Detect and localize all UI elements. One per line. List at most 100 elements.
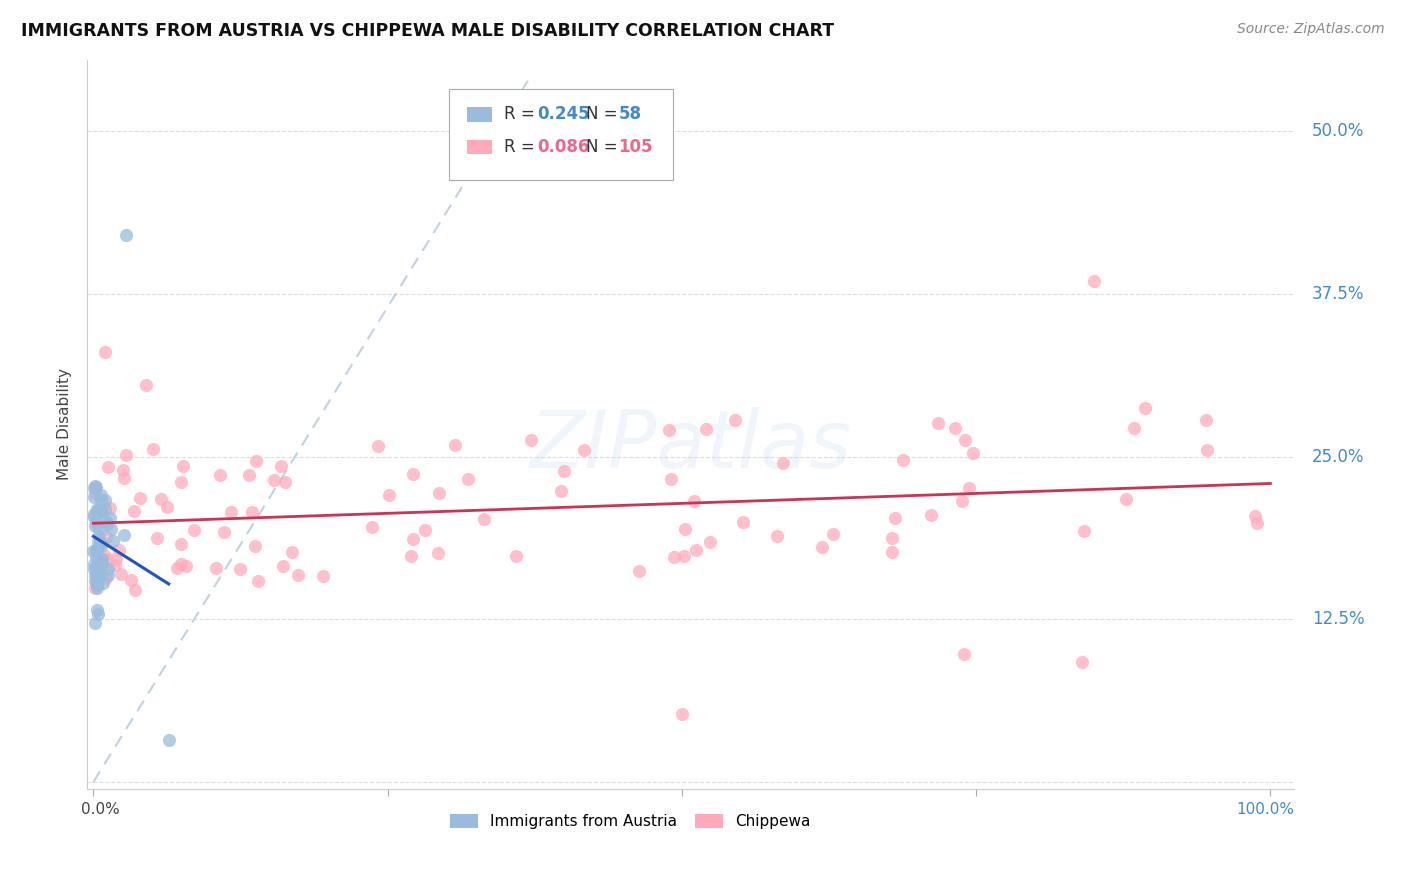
Text: R =: R = [503,105,540,123]
Point [86,502,108,516]
Point [823,527,845,541]
Point [172,458,194,473]
Point [553,464,575,478]
Text: Source: ZipAtlas.com: Source: ZipAtlas.com [1237,22,1385,37]
Point [94,571,117,585]
Point [229,562,252,576]
Point [183,523,205,537]
Point [94,514,117,528]
Point [657,423,679,437]
Point [97,567,120,582]
Point [115,228,138,243]
Point [90,493,112,508]
Point [84,480,107,494]
Bar [467,140,492,154]
Point [83,581,105,595]
Point [572,443,595,458]
Point [263,473,285,487]
Point [662,549,685,564]
Y-axis label: Male Disability: Male Disability [58,368,72,480]
Point [1073,524,1095,538]
Text: N =: N = [586,138,623,156]
Text: IMMIGRANTS FROM AUSTRIA VS CHIPPEWA MALE DISABILITY CORRELATION CHART: IMMIGRANTS FROM AUSTRIA VS CHIPPEWA MALE… [21,22,834,40]
Point [94,345,117,359]
Bar [467,107,492,121]
Point [472,512,495,526]
Point [1135,401,1157,415]
Text: 25.0%: 25.0% [1312,448,1364,466]
Point [311,569,333,583]
Point [427,486,450,500]
Point [246,574,269,588]
Point [1083,274,1105,288]
Point [287,567,309,582]
Point [943,421,966,435]
Point [270,459,292,474]
Point [82,544,104,558]
Point [87,534,110,549]
Point [920,508,942,523]
Point [733,515,755,529]
Point [103,534,125,549]
Point [378,488,401,502]
Point [100,501,122,516]
FancyBboxPatch shape [450,89,672,180]
Point [122,503,145,517]
Point [89,536,111,550]
Point [93,548,115,562]
Point [86,581,108,595]
Point [683,494,706,508]
Point [91,551,114,566]
Point [135,378,157,392]
Point [87,504,110,518]
Point [457,472,479,486]
Point [100,522,122,536]
Point [883,511,905,525]
Text: 12.5%: 12.5% [1312,610,1365,628]
Point [880,531,903,545]
Point [97,460,120,475]
Point [115,449,138,463]
Point [174,558,197,573]
Point [84,486,107,500]
Point [89,529,111,543]
Point [86,577,108,591]
Point [124,582,146,597]
Text: 105: 105 [619,138,652,156]
Point [110,566,132,581]
Point [84,574,107,589]
Point [402,532,425,546]
Point [86,504,108,518]
Point [84,564,107,578]
Text: 37.5%: 37.5% [1312,285,1364,303]
Point [505,549,527,563]
Point [87,504,110,518]
Point [245,453,267,467]
Point [519,433,541,447]
Point [84,568,107,582]
Point [84,518,107,533]
Text: R =: R = [503,138,540,156]
Point [361,520,384,534]
Point [205,561,228,575]
Point [91,557,114,571]
Legend: Immigrants from Austria, Chippewa: Immigrants from Austria, Chippewa [444,808,817,836]
Point [685,543,707,558]
Point [170,475,193,489]
Point [399,549,422,563]
Point [86,543,108,558]
Point [84,550,107,565]
Point [83,481,105,495]
Point [83,616,105,631]
Point [962,446,984,460]
Point [811,540,834,554]
Point [444,437,467,451]
Point [84,516,107,530]
Point [83,562,105,576]
Point [1123,421,1146,435]
Text: N =: N = [586,105,623,123]
Point [86,558,108,573]
Point [271,559,294,574]
Text: 0.086: 0.086 [537,138,591,156]
Point [1195,443,1218,458]
